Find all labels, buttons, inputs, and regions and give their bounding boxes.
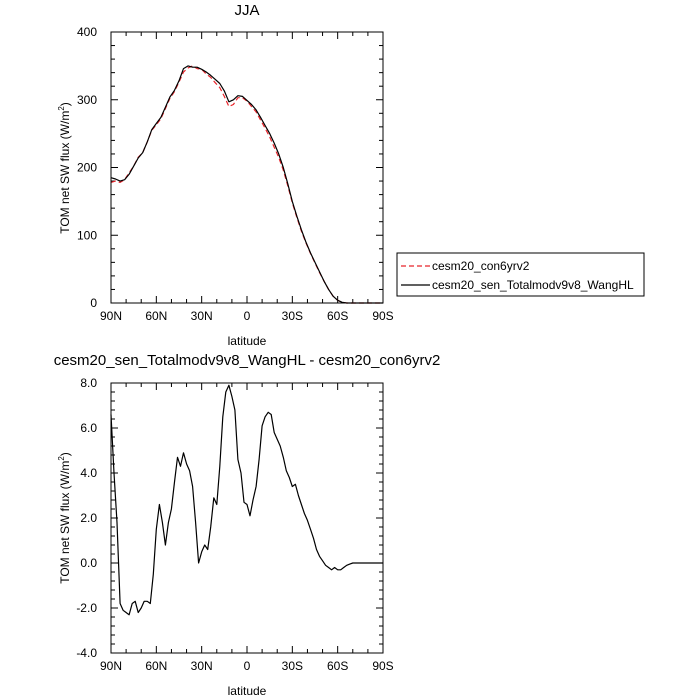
bottom-y-axis-title-sup: 2 [57,456,66,461]
bottom-chart-frame [110,382,384,654]
bottom-x-tick-label: 60S [327,659,348,673]
top-x-tick-label: 60S [327,309,348,323]
bottom-y-tick-label: 0.0 [80,556,97,570]
top-y-tick-label: 0 [90,296,97,310]
bottom-chart-lines [110,384,383,616]
top-y-axis-title: TOM net SW flux (W/m2) [57,102,72,234]
bottom-chart-ticks: 90N 60N 30N 0 30S 60S 90S -4.0 -2.0 0.0 2.0 4.0 6.0 8… [76,376,393,673]
bottom-y-tick-label: 4.0 [80,466,97,480]
bottom-x-tick-label: 30S [282,659,303,673]
bottom-chart-panel: cesm20_sen_Totalmodv9v8_WangHL - cesm20_… [54,352,441,698]
bottom-y-tick-label: -4.0 [76,646,97,660]
legend-label-cesm20-con6yrv2: cesm20_con6yrv2 [432,259,530,273]
top-chart-title: JJA [234,2,259,19]
legend: cesm20_con6yrv2 cesm20_sen_Totalmodv9v8_… [396,252,645,297]
top-x-axis-title: latitude [228,334,267,348]
top-chart-panel: JJA 90N 60N 30N 0 30S 60S 90S 0 100 200 300 400 lat… [57,2,394,348]
top-series-line-0 [110,65,383,304]
bottom-y-axis-title-main: TOM net SW flux (W/m [58,461,72,584]
top-chart-ticks: 90N 60N 30N 0 30S 60S 90S 0 100 200 300 400 [77,25,394,323]
bottom-x-tick-label: 90S [372,659,393,673]
top-chart-lines [110,65,383,304]
top-y-tick-label: 300 [77,93,97,107]
top-y-axis-title-main: TOM net SW flux (W/m [58,111,72,234]
bottom-x-axis-title: latitude [228,684,267,698]
top-x-tick-label: 90S [372,309,393,323]
top-x-tick-label: 60N [145,309,167,323]
bottom-x-tick-label: 0 [244,659,251,673]
bottom-x-tick-label: 90N [100,659,122,673]
top-x-tick-label: 90N [100,309,122,323]
top-x-tick-label: 0 [244,309,251,323]
top-x-tick-label: 30N [191,309,213,323]
bottom-series-line-0 [110,384,383,616]
top-y-axis-title-sup: 2 [57,106,66,111]
top-y-axis-title-end: ) [58,102,72,106]
top-y-tick-label: 400 [77,25,97,39]
top-y-tick-label: 200 [77,161,97,175]
top-y-tick-label: 100 [77,228,97,242]
legend-label-cesm20-sen: cesm20_sen_Totalmodv9v8_WangHL [432,278,634,292]
bottom-y-tick-label: 6.0 [80,421,97,435]
bottom-y-tick-label: 8.0 [80,376,97,390]
bottom-y-tick-label: 2.0 [80,511,97,525]
bottom-x-tick-label: 30N [191,659,213,673]
top-series-line-1 [110,65,383,304]
top-x-tick-label: 30S [282,309,303,323]
bottom-chart-title: cesm20_sen_Totalmodv9v8_WangHL - cesm20_… [54,352,441,369]
top-chart-frame [110,31,384,304]
legend-box [396,252,645,297]
bottom-y-axis-title-end: ) [58,452,72,456]
bottom-x-tick-label: 60N [145,659,167,673]
bottom-y-axis-title: TOM net SW flux (W/m2) [57,452,72,584]
bottom-y-tick-label: -2.0 [76,601,97,615]
